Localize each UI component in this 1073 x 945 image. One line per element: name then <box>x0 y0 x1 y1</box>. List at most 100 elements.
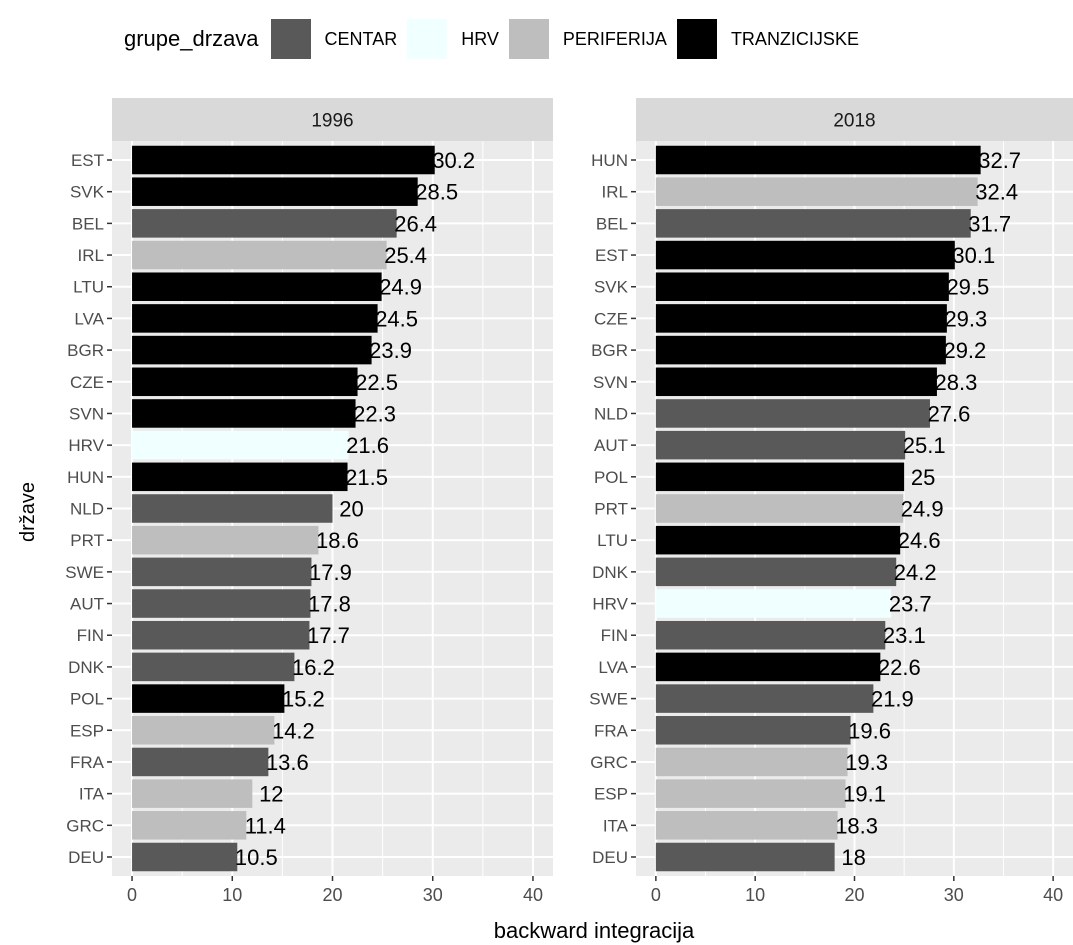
value-label-fra: 13.6 <box>266 750 309 775</box>
x-tick-label: 0 <box>651 885 661 905</box>
y-tick-label-bgr: BGR <box>67 341 104 360</box>
bar-pol <box>655 462 905 492</box>
y-tick-label-bgr: BGR <box>591 341 628 360</box>
value-label-bel: 31.7 <box>968 211 1011 236</box>
y-tick-label-grc: GRC <box>66 816 104 835</box>
bar-svk <box>132 177 418 206</box>
value-label-pol: 25 <box>911 465 935 490</box>
bar-est <box>655 240 955 270</box>
value-label-ita: 18.3 <box>835 813 878 838</box>
bar-ita <box>132 779 253 808</box>
y-tick-label-nld: NLD <box>70 500 104 519</box>
bar-ltu <box>132 272 382 301</box>
value-label-swe: 21.9 <box>871 687 914 712</box>
y-tick-label-est: EST <box>595 246 628 265</box>
x-tick-label: 20 <box>322 885 342 905</box>
legend-label-tranzicijske: TRANZICIJSKE <box>730 28 859 49</box>
bar-prt <box>655 494 904 523</box>
value-label-nld: 20 <box>339 497 363 522</box>
bar-fin <box>132 620 310 650</box>
y-tick-label-cze: CZE <box>594 309 628 328</box>
value-label-bel: 26.4 <box>394 211 437 236</box>
panel-strip-title: 1996 <box>311 111 353 132</box>
value-label-aut: 25.1 <box>903 433 946 458</box>
x-tick-label: 10 <box>745 885 765 905</box>
bar-irl <box>655 177 978 206</box>
value-label-hun: 21.5 <box>345 465 388 490</box>
value-label-fra: 19.6 <box>848 718 891 743</box>
value-label-grc: 11.4 <box>245 813 286 838</box>
y-tick-label-svk: SVK <box>70 183 105 202</box>
y-tick-label-nld: NLD <box>594 404 628 423</box>
y-tick-label-cze: CZE <box>70 373 104 392</box>
y-tick-label-fra: FRA <box>70 753 105 772</box>
bar-bgr <box>132 335 372 365</box>
x-tick-label: 20 <box>844 885 864 905</box>
bar-irl <box>132 240 387 270</box>
y-tick-label-ita: ITA <box>79 785 105 804</box>
bar-ita <box>655 811 838 840</box>
bar-bgr <box>655 335 946 365</box>
value-label-irl: 25.4 <box>384 243 427 268</box>
value-label-bgr: 29.2 <box>943 338 986 363</box>
y-tick-label-dnk: DNK <box>68 658 105 677</box>
legend-title: grupe_drzava <box>124 26 259 51</box>
bar-swe <box>132 557 312 587</box>
bar-aut <box>132 589 311 618</box>
y-tick-label-pol: POL <box>70 690 104 709</box>
y-tick-label-svk: SVK <box>594 278 629 297</box>
value-label-fin: 17.7 <box>307 623 350 648</box>
value-label-ltu: 24.6 <box>898 528 941 553</box>
value-label-prt: 18.6 <box>316 528 359 553</box>
bar-deu <box>132 842 238 872</box>
bar-grc <box>132 811 247 840</box>
bar-cze <box>132 367 358 397</box>
y-tick-label-irl: IRL <box>78 246 104 265</box>
legend: grupe_drzava CENTAR HRV PERIFERIJA TRANZ… <box>124 10 869 68</box>
bar-fin <box>655 620 886 650</box>
value-label-cze: 22.5 <box>355 370 398 395</box>
value-label-hun: 32.7 <box>978 148 1021 173</box>
legend-item-tranzicijske: TRANZICIJSKE <box>676 19 859 59</box>
legend-item-hrv: HRV <box>407 19 499 59</box>
bar-hrv <box>132 430 349 460</box>
legend-item-centar: CENTAR <box>270 19 398 59</box>
value-label-swe: 17.9 <box>309 560 352 585</box>
value-label-pol: 15.2 <box>282 687 325 712</box>
y-tick-label-svn: SVN <box>69 404 104 423</box>
y-tick-label-bel: BEL <box>72 214 104 233</box>
bar-svn <box>655 367 937 397</box>
value-label-svn: 28.3 <box>935 370 978 395</box>
bar-ltu <box>655 525 901 555</box>
legend-key-periferija <box>508 19 549 59</box>
value-label-dnk: 24.2 <box>894 560 937 585</box>
y-tick-label-ita: ITA <box>603 816 629 835</box>
y-tick-label-fin: FIN <box>77 626 104 645</box>
bar-hrv <box>655 589 892 618</box>
y-tick-label-esp: ESP <box>594 785 628 804</box>
value-label-fin: 23.1 <box>883 623 926 648</box>
bar-swe <box>655 684 874 713</box>
bar-svn <box>132 399 356 428</box>
value-label-esp: 14.2 <box>272 718 315 743</box>
bar-grc <box>655 747 848 777</box>
y-axis-title: države <box>17 482 39 542</box>
y-tick-label-lva: LVA <box>598 658 628 677</box>
value-label-deu: 18 <box>841 845 865 870</box>
panel-strip-title: 2018 <box>833 111 875 132</box>
y-tick-label-prt: PRT <box>594 500 628 519</box>
y-tick-label-dnk: DNK <box>592 563 629 582</box>
y-tick-label-hun: HUN <box>67 468 104 487</box>
value-label-dnk: 16.2 <box>292 655 335 680</box>
panel-2018: 201832.7HUN32.4IRL31.7BEL30.1EST29.5SVK2… <box>589 98 1073 905</box>
bar-fra <box>655 716 851 745</box>
x-tick-label: 0 <box>127 885 137 905</box>
panel-1996: 1996 30.2 EST 28.5 SVK 26.4 BEL 25.4 IRL 24.9 LTU 2… <box>65 98 553 905</box>
bar-fra <box>132 747 269 777</box>
y-tick-label-hrv: HRV <box>68 436 104 455</box>
legend-label-centar: CENTAR <box>324 28 398 49</box>
bar-bel <box>655 209 971 238</box>
y-tick-label-ltu: LTU <box>73 278 104 297</box>
bar-deu <box>655 842 835 872</box>
